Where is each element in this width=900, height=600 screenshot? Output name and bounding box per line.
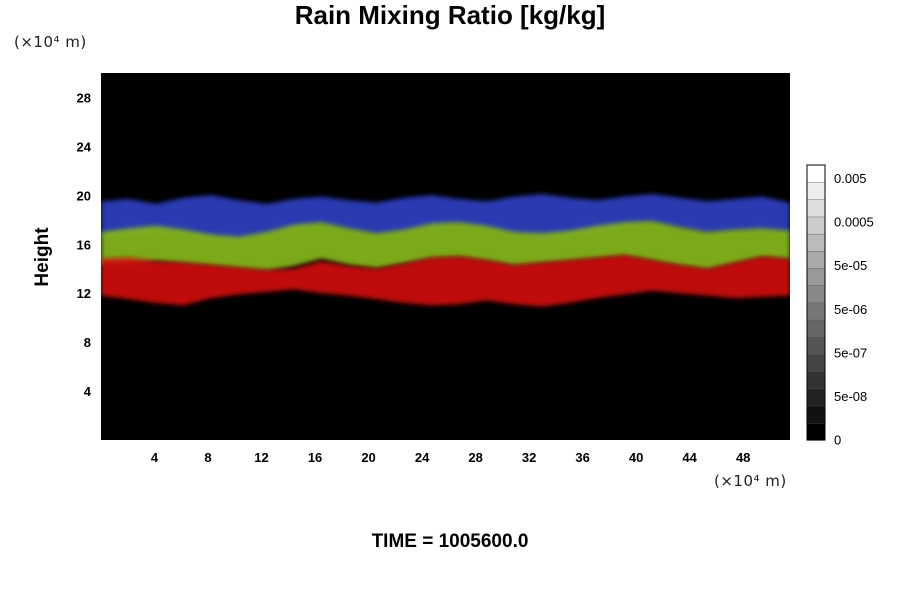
x-tick-label: 16 bbox=[308, 450, 322, 465]
time-label: TIME = 1005600.0 bbox=[371, 531, 529, 552]
colorbar-label: 0.005 bbox=[834, 171, 867, 186]
colorbar-level bbox=[806, 422, 826, 441]
x-tick-label: 48 bbox=[736, 450, 750, 465]
x-tick-label: 32 bbox=[522, 450, 536, 465]
x-tick-label: 28 bbox=[468, 450, 482, 465]
colorbar-label: 5e-07 bbox=[834, 345, 867, 360]
colorbar-level bbox=[806, 336, 826, 355]
colorbar-level bbox=[806, 233, 826, 252]
colorbar-label: 5e-05 bbox=[834, 258, 867, 273]
colorbar-label: 0 bbox=[834, 433, 841, 448]
colorbar-label: 5e-06 bbox=[834, 302, 867, 317]
colorbar-level bbox=[806, 285, 826, 304]
colorbar-level bbox=[806, 405, 826, 424]
x-axis-unit: (×10⁴ m) bbox=[714, 472, 787, 490]
colorbar-level bbox=[806, 164, 826, 183]
colorbar-level bbox=[806, 250, 826, 269]
x-tick-label: 4 bbox=[151, 450, 159, 465]
chart-title: Rain Mixing Ratio [kg/kg] bbox=[294, 0, 606, 30]
colorbar-level bbox=[806, 199, 826, 218]
colorbar-level bbox=[806, 319, 826, 338]
y-tick-label: 12 bbox=[77, 286, 91, 301]
x-tick-label: 36 bbox=[575, 450, 589, 465]
colorbar-level bbox=[806, 267, 826, 286]
y-tick-label: 20 bbox=[77, 188, 91, 203]
y-tick-label: 24 bbox=[77, 139, 92, 154]
plot-area bbox=[101, 73, 790, 440]
x-tick-label: 24 bbox=[415, 450, 430, 465]
x-tick-label: 40 bbox=[629, 450, 643, 465]
colorbar-level bbox=[806, 353, 826, 372]
colorbar-label: 0.0005 bbox=[834, 215, 874, 230]
x-tick-label: 12 bbox=[254, 450, 268, 465]
x-tick-label: 44 bbox=[682, 450, 697, 465]
colorbar-level bbox=[806, 181, 826, 200]
rain-layer-2 bbox=[101, 221, 790, 272]
y-tick-label: 16 bbox=[77, 237, 91, 252]
colorbar-level bbox=[806, 388, 826, 407]
y-axis-ticks: 4 8 12 16 20 24 28 bbox=[77, 90, 92, 399]
y-tick-label: 8 bbox=[84, 335, 91, 350]
colorbar: 0.005 0.0005 5e-05 5e-06 5e-07 5e-08 0 bbox=[806, 164, 874, 448]
colorbar-level bbox=[806, 371, 826, 390]
rain-layer-1 bbox=[101, 194, 790, 242]
y-tick-label: 4 bbox=[84, 384, 92, 399]
colorbar-frame bbox=[806, 164, 826, 441]
colorbar-level bbox=[806, 216, 826, 235]
x-axis-ticks: 4 8 12 16 20 24 28 32 36 40 44 48 bbox=[151, 450, 751, 465]
colorbar-label: 5e-08 bbox=[834, 389, 867, 404]
rain-layer-3 bbox=[101, 255, 790, 307]
x-tick-label: 20 bbox=[361, 450, 375, 465]
colorbar-level bbox=[806, 302, 826, 321]
y-tick-label: 28 bbox=[77, 90, 91, 105]
y-axis-unit: (×10⁴ m) bbox=[14, 33, 87, 51]
x-tick-label: 8 bbox=[204, 450, 211, 465]
